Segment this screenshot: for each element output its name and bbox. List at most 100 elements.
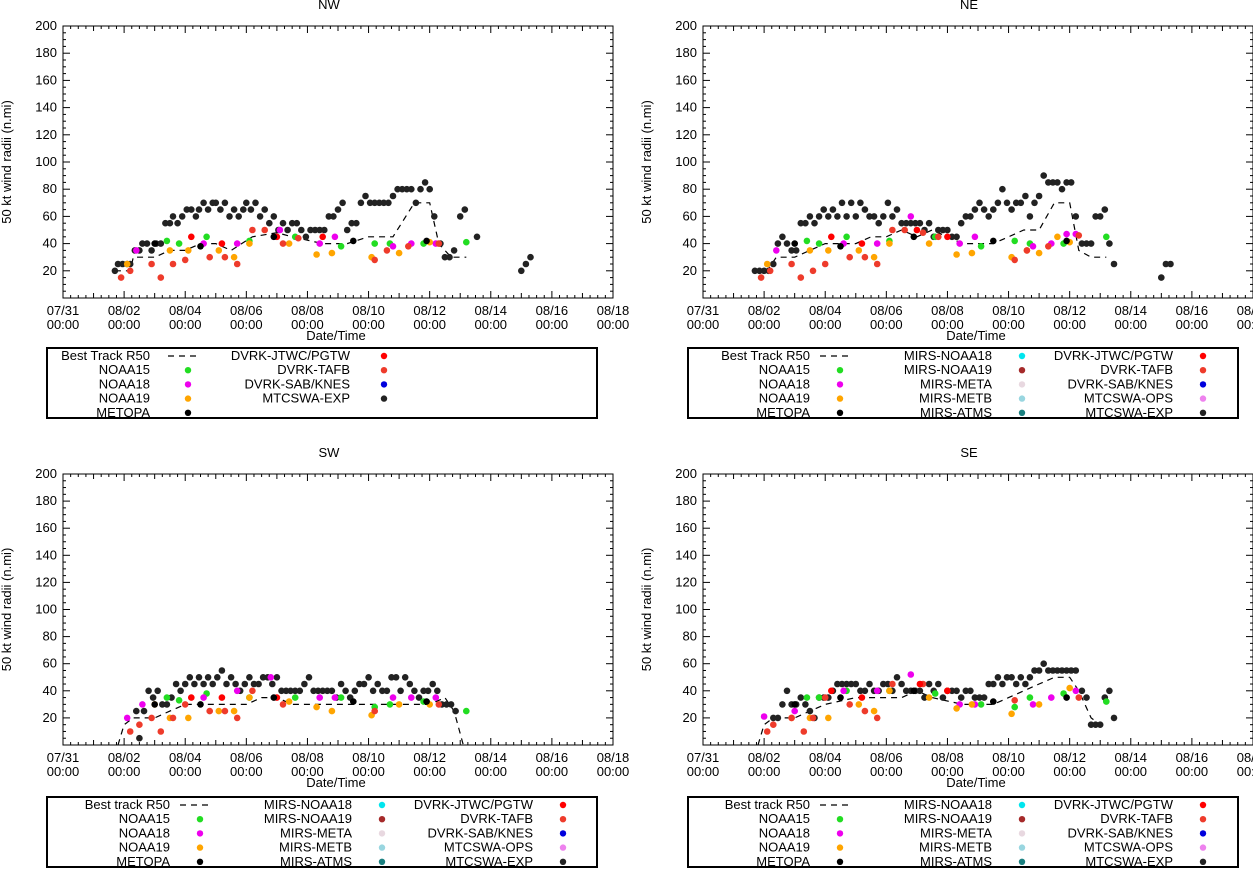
- data-point: [846, 253, 853, 261]
- y-tick-label: 180: [35, 45, 57, 60]
- x-tick-label-date: 08/02: [748, 303, 781, 318]
- data-point: [389, 243, 397, 250]
- legend-label: DVRK-TAFB: [277, 362, 350, 377]
- data-point: [351, 687, 359, 695]
- legend-item: MIRS-META: [920, 825, 1026, 840]
- data-point: [159, 701, 166, 708]
- data-point: [319, 687, 327, 695]
- y-tick-label: 140: [675, 547, 697, 562]
- data-point: [967, 213, 974, 220]
- data-point: [1035, 249, 1043, 257]
- legend-item: MIRS-META: [280, 825, 386, 840]
- data-point: [518, 267, 525, 275]
- data-point: [962, 213, 970, 220]
- data-point: [181, 701, 189, 708]
- legend-item: METOPA: [96, 405, 192, 420]
- legend-swatch: [836, 858, 844, 865]
- legend-item: MIRS-ATMS: [920, 405, 1026, 420]
- data-point: [838, 680, 846, 688]
- data-point: [401, 674, 409, 681]
- legend-swatch: [1199, 858, 1207, 865]
- data-point: [214, 674, 221, 681]
- data-point: [148, 260, 155, 268]
- legend-box: [46, 796, 598, 868]
- data-point: [1075, 232, 1083, 239]
- data-point: [313, 703, 320, 711]
- data-point: [873, 240, 881, 247]
- data-point: [815, 213, 823, 220]
- data-point: [330, 213, 337, 220]
- legend-item: MTCSWA-OPS: [1084, 840, 1207, 855]
- data-point: [133, 707, 140, 715]
- data-point: [1045, 243, 1052, 250]
- data-point: [389, 694, 397, 701]
- data-point: [846, 701, 853, 708]
- data-point: [1087, 240, 1095, 247]
- x-tick-label-time: 00:00: [413, 317, 446, 332]
- data-point: [313, 251, 320, 258]
- data-point: [256, 213, 264, 220]
- x-tick-label-time: 00:00: [1237, 764, 1253, 779]
- data-point: [990, 237, 997, 245]
- best-track-line: [114, 202, 467, 272]
- data-point: [379, 687, 386, 695]
- y-tick-label: 140: [675, 100, 697, 115]
- data-point: [522, 260, 530, 268]
- legend-item: NOAA15: [99, 362, 192, 377]
- data-point: [1012, 680, 1020, 688]
- data-point: [200, 680, 207, 688]
- data-point: [331, 694, 339, 701]
- data-point: [1003, 674, 1011, 681]
- data-point: [319, 233, 327, 241]
- data-point: [123, 714, 131, 722]
- data-point: [305, 674, 313, 681]
- x-tick-label-time: 00:00: [413, 764, 446, 779]
- x-tick-label-time: 00:00: [291, 764, 324, 779]
- y-tick-label: 40: [683, 683, 697, 698]
- data-point: [855, 247, 863, 254]
- data-point: [185, 714, 192, 722]
- data-point: [250, 680, 258, 688]
- data-point: [925, 240, 933, 247]
- data-point: [241, 680, 249, 688]
- legend-item: DVRK-SAB/KNES: [428, 825, 567, 840]
- data-point: [829, 206, 837, 213]
- data-point: [452, 707, 459, 715]
- data-point: [857, 199, 864, 207]
- y-tick-label: 180: [35, 493, 57, 508]
- data-point: [756, 267, 763, 275]
- legend-label: MIRS-ATMS: [920, 405, 992, 420]
- data-point: [154, 687, 161, 695]
- data-point: [432, 694, 440, 701]
- data-point: [763, 260, 771, 268]
- data-point: [886, 687, 893, 695]
- y-tick-label: 80: [43, 629, 57, 644]
- data-point: [1162, 260, 1170, 268]
- data-point: [803, 237, 811, 245]
- x-tick-label-date: 08/04: [169, 303, 202, 318]
- legend-label: MTCSWA-EXP: [1085, 854, 1173, 869]
- data-point: [1026, 213, 1034, 220]
- legend-swatch: [1018, 409, 1026, 416]
- legend-swatch: [1018, 801, 1026, 809]
- data-point: [421, 179, 429, 186]
- data-point: [443, 701, 450, 708]
- y-axis-label: 50 kt wind radii (n.mi): [0, 100, 14, 224]
- data-point: [139, 701, 146, 708]
- x-tick-label-date: 07/31: [687, 750, 720, 765]
- data-point: [221, 253, 229, 261]
- data-point: [177, 687, 184, 695]
- data-point: [977, 701, 985, 708]
- data-point: [783, 240, 791, 247]
- data-point: [412, 199, 420, 207]
- legend-label: MIRS-NOAA18: [264, 797, 352, 812]
- data-point: [316, 694, 324, 701]
- data-point: [366, 199, 374, 207]
- legend-label: NOAA19: [99, 391, 150, 406]
- data-point: [953, 705, 960, 712]
- x-tick-label-time: 00:00: [1115, 317, 1148, 332]
- data-point: [386, 701, 394, 708]
- legend-item: MIRS-ATMS: [920, 854, 1026, 869]
- series-mtcswa-exp: [751, 172, 1174, 281]
